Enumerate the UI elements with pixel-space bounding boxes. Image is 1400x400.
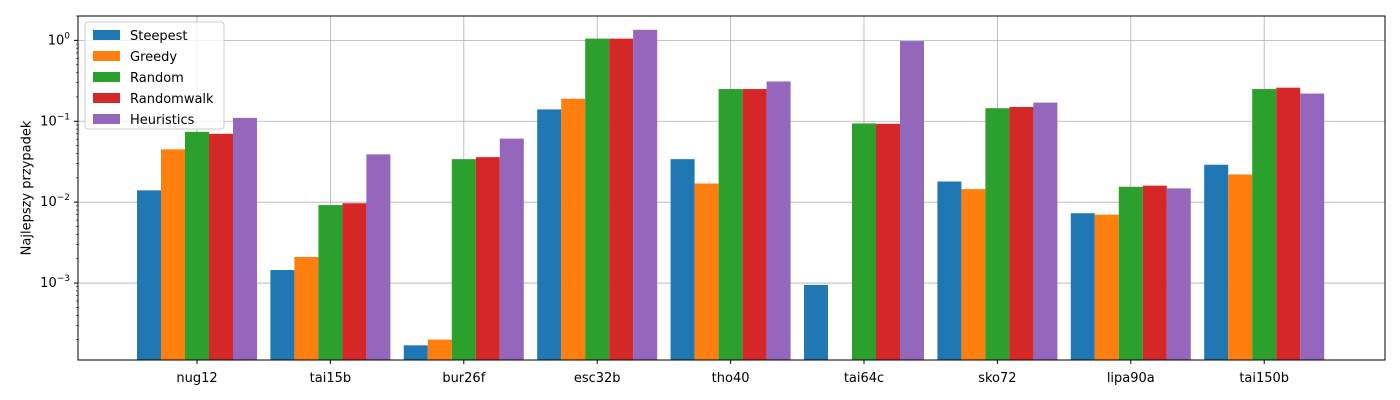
x-tick-label: tai64c bbox=[844, 371, 884, 386]
bar-random-esc32b bbox=[585, 38, 610, 360]
x-tick-label: tho40 bbox=[712, 371, 750, 386]
bar-randomwalk-sko72 bbox=[1009, 107, 1034, 360]
legend: Steepest Greedy Random Randomwalk Heuristics bbox=[84, 21, 225, 130]
bar-random-tai150b bbox=[1252, 89, 1277, 361]
bar-randomwalk-tai64c bbox=[876, 123, 900, 361]
bar-steepest-tho40 bbox=[670, 159, 695, 360]
bar-heuristics-bur26f bbox=[499, 138, 524, 360]
x-axis-ticks: nug12 tai15b bur26f esc32b tho40 tai64c sko72 l… bbox=[176, 360, 1289, 386]
bar-randomwalk-tho40 bbox=[742, 89, 767, 361]
x-tick-label: tai15b bbox=[310, 371, 351, 386]
x-tick-label: bur26f bbox=[442, 371, 485, 386]
bar-randomwalk-esc32b bbox=[609, 38, 634, 360]
bar-randomwalk-bur26f bbox=[475, 157, 500, 360]
legend-label: Heuristics bbox=[130, 113, 195, 128]
bar-random-tho40 bbox=[718, 89, 743, 361]
x-tick-label: lipa90a bbox=[1107, 371, 1155, 386]
bar-heuristics-nug12 bbox=[233, 117, 257, 360]
bar-greedy-nug12 bbox=[161, 149, 185, 360]
bar-heuristics-sko72 bbox=[1033, 102, 1058, 361]
x-tick-label: sko72 bbox=[978, 371, 1016, 386]
bar-randomwalk-nug12 bbox=[209, 133, 233, 360]
y-tick-label: 10−3 bbox=[40, 274, 70, 291]
y-tick-label: 100 bbox=[48, 31, 71, 48]
bar-heuristics-tho40 bbox=[766, 81, 791, 361]
bar-random-nug12 bbox=[185, 131, 209, 360]
bar-greedy-tho40 bbox=[694, 183, 719, 360]
x-tick-label: esc32b bbox=[574, 371, 621, 386]
bar-greedy-lipa90a bbox=[1094, 214, 1119, 360]
legend-swatch bbox=[93, 93, 120, 103]
legend-label: Steepest bbox=[130, 29, 187, 44]
legend-label: Randomwalk bbox=[130, 92, 214, 107]
legend-swatch bbox=[93, 72, 120, 82]
bar-randomwalk-tai150b bbox=[1276, 87, 1301, 361]
bar-greedy-bur26f bbox=[427, 339, 452, 360]
bars-group bbox=[137, 29, 1325, 361]
bar-random-lipa90a bbox=[1118, 186, 1143, 360]
bar-greedy-esc32b bbox=[561, 98, 586, 361]
x-tick-label: nug12 bbox=[176, 371, 217, 386]
bar-steepest-tai64c bbox=[804, 284, 828, 360]
bar-random-tai64c bbox=[852, 123, 876, 360]
bar-heuristics-lipa90a bbox=[1166, 188, 1191, 360]
bar-steepest-sko72 bbox=[937, 181, 962, 360]
bar-random-tai15b bbox=[318, 205, 343, 360]
y-axis-label: Najlepszy przypadek bbox=[20, 120, 35, 255]
bar-heuristics-tai15b bbox=[366, 154, 391, 360]
bar-heuristics-tai150b bbox=[1300, 93, 1325, 360]
bar-random-sko72 bbox=[985, 108, 1010, 360]
bar-greedy-sko72 bbox=[961, 189, 986, 360]
x-tick-label: tai150b bbox=[1239, 371, 1289, 386]
plot-area-frame bbox=[77, 15, 1386, 361]
bar-greedy-tai15b bbox=[294, 257, 319, 360]
bar-randomwalk-tai15b bbox=[342, 203, 367, 360]
bar-heuristics-tai64c bbox=[900, 41, 924, 360]
bar-steepest-lipa90a bbox=[1070, 213, 1095, 360]
bar-steepest-bur26f bbox=[403, 345, 428, 360]
bar-heuristics-esc32b bbox=[633, 29, 658, 361]
bar-greedy-tai150b bbox=[1228, 174, 1253, 360]
legend-label: Random bbox=[130, 71, 184, 86]
bar-randomwalk-lipa90a bbox=[1142, 185, 1167, 360]
bar-steepest-nug12 bbox=[137, 190, 161, 360]
bar-steepest-esc32b bbox=[537, 109, 562, 360]
y-tick-label: 10−2 bbox=[40, 193, 70, 210]
y-tick-label: 10−1 bbox=[40, 112, 70, 129]
y-axis-ticks: 10−3 10−2 10−1 100 bbox=[40, 15, 78, 340]
legend-swatch bbox=[93, 114, 120, 124]
legend-swatch bbox=[93, 30, 120, 40]
bar-steepest-tai150b bbox=[1204, 164, 1229, 360]
legend-label: Greedy bbox=[130, 50, 177, 65]
bar-steepest-tai15b bbox=[270, 270, 295, 360]
bar-random-bur26f bbox=[451, 159, 476, 360]
legend-swatch bbox=[93, 51, 120, 61]
